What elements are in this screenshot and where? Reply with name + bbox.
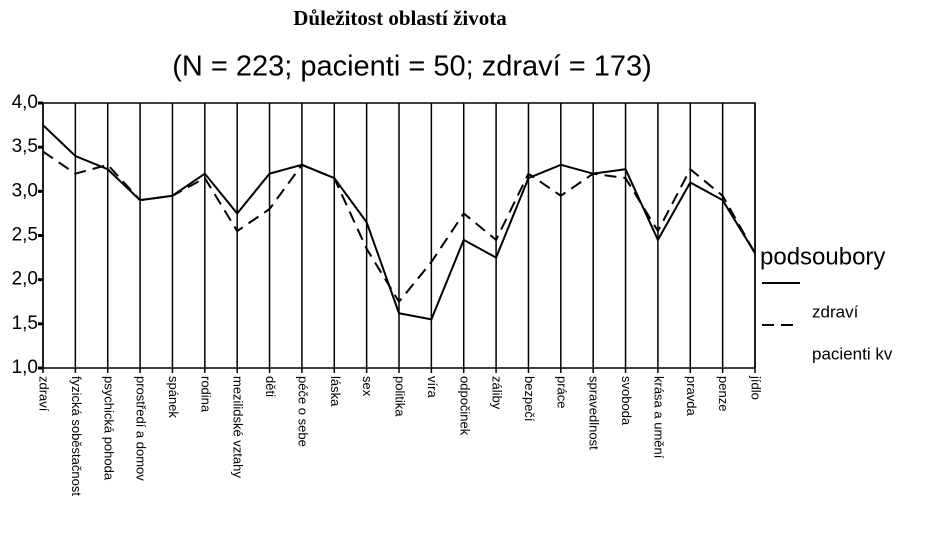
x-tick-label: svoboda: [619, 376, 634, 426]
x-tick-label: politika: [393, 376, 408, 417]
x-tick-label: penze: [716, 376, 731, 411]
legend-label: pacienti kv: [812, 344, 893, 363]
y-tick-label: 1,0: [12, 357, 38, 378]
x-tick-label: sex: [360, 376, 375, 397]
x-tick-label: spánek: [166, 376, 181, 418]
x-tick-label: pravda: [684, 376, 699, 417]
x-tick-label: práce: [554, 376, 569, 409]
x-tick-label: děti: [263, 376, 278, 397]
y-tick-label: 4,0: [12, 92, 38, 113]
x-tick-label: láska: [328, 376, 343, 407]
y-tick-label: 2,5: [12, 225, 38, 246]
x-tick-label: psychická pohoda: [101, 376, 116, 481]
y-tick-label: 3,0: [12, 180, 38, 201]
x-tick-label: fyzická soběstačnost: [69, 376, 84, 496]
x-tick-label: jídlo: [749, 375, 764, 400]
x-tick-label: péče o sebe: [295, 376, 310, 447]
x-tick-label: mezilidské vztahy: [231, 376, 246, 478]
y-tick-label: 3,5: [12, 136, 38, 157]
x-tick-label: prostředí a domov: [134, 376, 149, 481]
chart-subtitle: (N = 223; pacienti = 50; zdraví = 173): [172, 51, 652, 83]
y-tick-label: 1,5: [12, 313, 38, 334]
x-tick-label: rodina: [198, 376, 213, 413]
chart-title: Důležitost oblastí života: [293, 6, 507, 30]
x-tick-label: bezpečí: [522, 376, 537, 422]
x-tick-label: spravedlnost: [587, 376, 602, 450]
legend-title: podsoubory: [760, 243, 885, 270]
series-line: [42, 150, 756, 304]
x-tick-label: víra: [425, 376, 440, 398]
x-tick-label: zdraví: [37, 376, 52, 412]
x-tick-label: krása a umění: [651, 376, 666, 459]
x-tick-label: odpočinek: [457, 376, 472, 436]
y-tick-label: 2,0: [12, 269, 38, 290]
x-tick-label: záliby: [490, 376, 505, 410]
legend-label: zdraví: [812, 302, 859, 321]
